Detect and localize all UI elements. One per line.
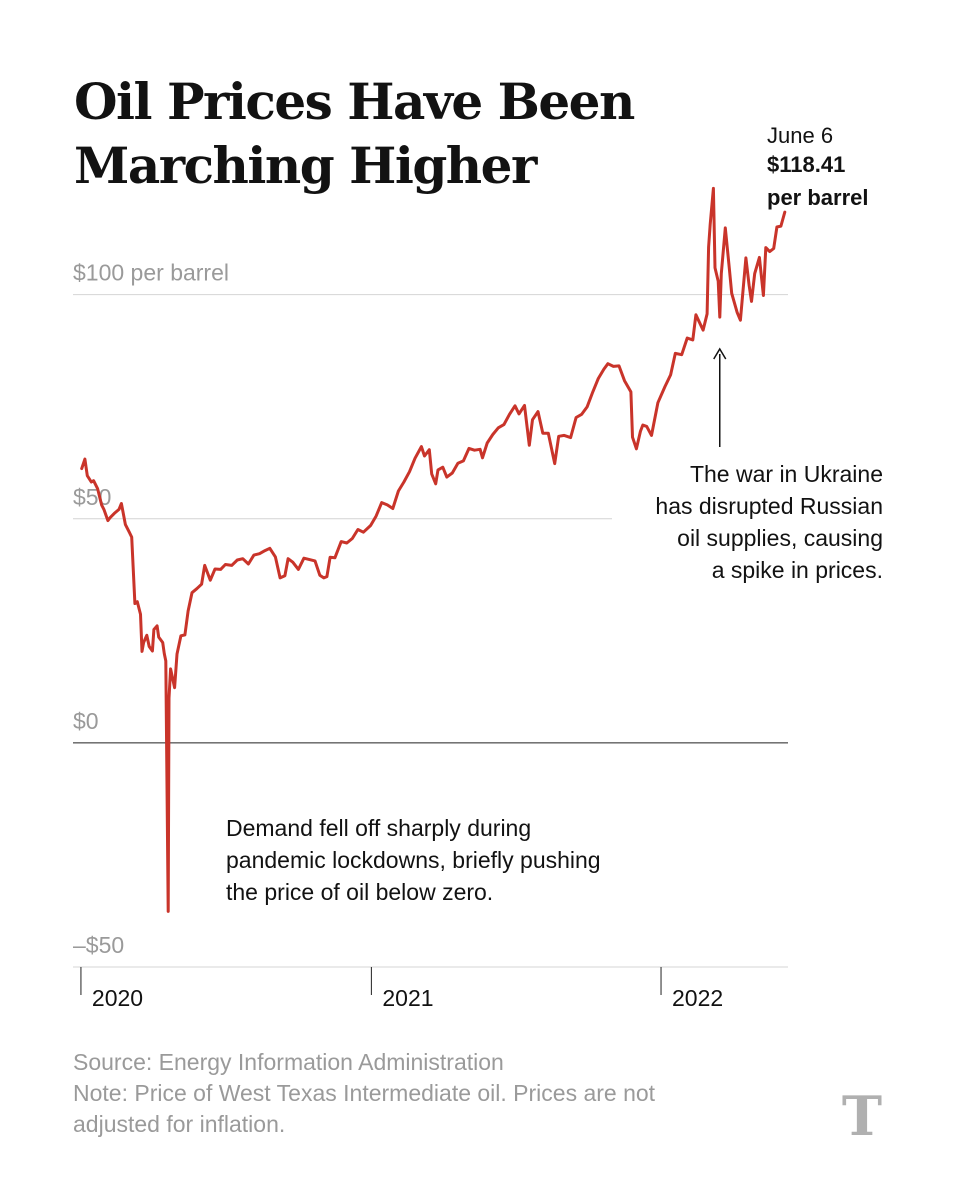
y-tick-label: $100 per barrel xyxy=(73,260,229,286)
ukraine-annotation-line: The war in Ukraine xyxy=(690,461,883,487)
ukraine-annotation-line: has disrupted Russian xyxy=(655,493,883,519)
annotation-arrowhead xyxy=(713,347,727,360)
pandemic-annotation-line: the price of oil below zero. xyxy=(226,879,493,905)
x-tick-label: 2020 xyxy=(92,985,143,1011)
y-tick-label: $0 xyxy=(73,708,99,734)
ukraine-annotation-line: oil supplies, causing xyxy=(677,525,883,551)
source-note: Source: Energy Information Administratio… xyxy=(73,1049,504,1075)
end-unit-label: per barrel xyxy=(767,185,869,210)
y-tick-label: $50 xyxy=(73,484,111,510)
pandemic-annotation-line: pandemic lockdowns, briefly pushing xyxy=(226,847,601,873)
nyt-logo-icon: T xyxy=(841,1084,883,1148)
gridlines xyxy=(73,294,788,968)
chart-footer: Source: Energy Information Administratio… xyxy=(73,1047,733,1140)
end-date-label: June 6 xyxy=(767,123,833,148)
pandemic-annotation-line: Demand fell off sharply during xyxy=(226,815,531,841)
x-axis: 2020 2021 2022 xyxy=(80,967,723,1011)
chart-title: Oil Prices Have Been Marching Higher xyxy=(74,72,635,195)
end-price-label: $118.41 xyxy=(767,152,845,177)
method-note: Note: Price of West Texas Intermediate o… xyxy=(73,1080,656,1137)
oil-price-chart: $100 per barrel $50 $0 –$50 2020 2021 2022 Ju… xyxy=(73,123,883,1011)
y-tick-label: –$50 xyxy=(73,932,124,958)
price-series xyxy=(80,186,787,913)
ukraine-annotation-line: a spike in prices. xyxy=(712,557,883,583)
annotations: June 6 $118.41 per barrel The war in Ukrain… xyxy=(226,123,883,905)
x-tick-label: 2022 xyxy=(672,985,723,1011)
x-tick-label: 2021 xyxy=(382,985,433,1011)
y-axis-labels: $100 per barrel $50 $0 –$50 xyxy=(73,260,229,958)
price-line xyxy=(80,186,787,913)
